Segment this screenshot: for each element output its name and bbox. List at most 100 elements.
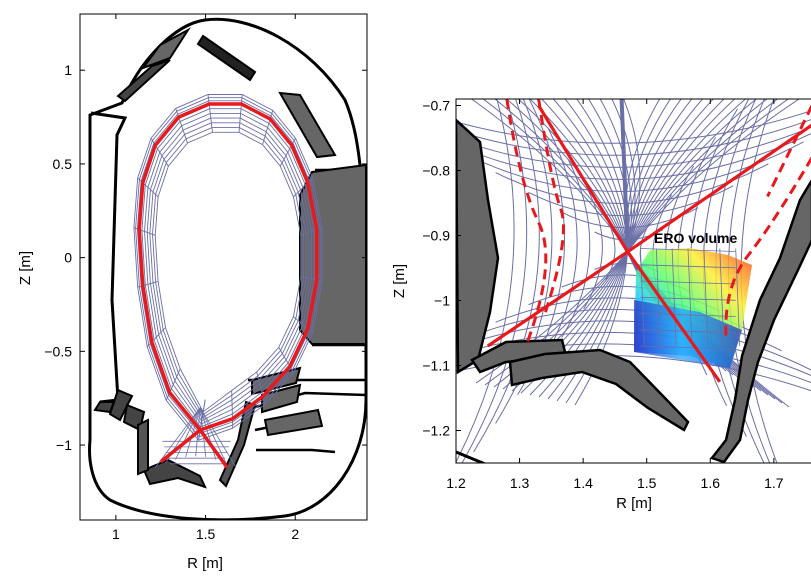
flux-surface	[152, 127, 304, 416]
mesh-spoke	[165, 368, 181, 401]
radial-line	[740, 99, 778, 463]
divertor-mesh-line	[175, 407, 201, 460]
flux-line	[627, 99, 682, 252]
ero-grid-line	[640, 313, 736, 317]
flux-line	[627, 99, 714, 252]
radial-line	[583, 189, 603, 310]
y-tick-label: −1	[434, 293, 450, 309]
right-axes-frame	[455, 98, 811, 464]
flux-line	[547, 251, 629, 400]
flux-surface	[141, 108, 315, 428]
right-ticks: 1.2 1.3 1.4 1.5 1.6 1.7 −1.2 −1.1 −1 −0.9 −0.8 −0.7	[422, 98, 783, 492]
ero-grid-line	[640, 280, 736, 285]
ero-grid-line	[735, 248, 741, 347]
ero-grid-line	[640, 296, 736, 301]
radial-line	[539, 128, 578, 367]
poloidal-line	[456, 354, 811, 392]
flux-line	[574, 251, 629, 406]
mesh-spoke	[256, 371, 266, 405]
ero-grid-line	[640, 345, 736, 350]
mesh-spoke	[137, 177, 159, 198]
flux-line	[627, 99, 736, 252]
flux-surface	[154, 131, 302, 413]
x-tick-label: 1.2	[446, 475, 466, 491]
flux-surface	[149, 122, 307, 419]
flux-line	[475, 251, 628, 384]
dashed-flux-line	[537, 99, 565, 314]
x-tick-label: 1.5	[196, 526, 216, 542]
mesh-spoke	[300, 276, 323, 282]
sol-surface	[135, 97, 321, 438]
divertor-mesh-line	[199, 407, 237, 468]
mesh-spoke	[231, 390, 234, 429]
dashed-flux-line	[724, 156, 811, 340]
y-tick-label: 1	[64, 62, 72, 78]
poloidal-line	[456, 133, 811, 180]
mesh-spoke	[175, 108, 188, 144]
ero-grid-line	[640, 329, 736, 334]
divertor-inner-target	[137, 418, 149, 476]
flux-line	[538, 251, 629, 398]
ero-grid-line	[640, 264, 736, 269]
flux-line	[484, 251, 628, 386]
y-tick-label: −1.1	[422, 358, 450, 374]
separatrix-leg	[486, 250, 629, 348]
left-xlabel: R [m]	[187, 555, 223, 572]
wall-zoom-lower	[456, 450, 487, 463]
divertor-left-2	[93, 401, 116, 414]
tile-upper-2	[196, 34, 257, 82]
poloidal-line	[456, 343, 811, 384]
tile-zoom-left	[456, 118, 500, 375]
left-panel: 1 1.5 2 −1 −0.5 0 0.5 1 R [m] Z [m]	[17, 13, 368, 572]
y-tick-label: 0	[64, 250, 72, 266]
inner-wall	[90, 111, 128, 404]
ero-volume-lower	[634, 300, 742, 368]
separatrix-inner-leg	[159, 428, 202, 464]
x-tick-label: 1	[112, 526, 120, 542]
flux-line	[627, 99, 779, 253]
mesh-spine	[619, 99, 630, 252]
y-tick-label: −0.5	[44, 343, 72, 359]
radial-line	[461, 99, 528, 463]
flux-mesh	[133, 94, 323, 468]
x-tick-label: 1.3	[510, 475, 530, 491]
tile-lower-3	[263, 408, 324, 437]
mesh-spoke	[262, 110, 274, 145]
right-panel: ERO volume 1.2 1.3 1.4 1.5 1.6 1.7 −1.2 −1.1 −1 −…	[391, 98, 811, 512]
ero-grid-line	[671, 248, 677, 347]
sol-surface	[133, 94, 323, 441]
flux-surface	[144, 112, 312, 425]
tile-upper-3	[116, 59, 171, 103]
y-tick-label: 0.5	[53, 156, 73, 172]
separatrix-outer-leg	[198, 428, 229, 469]
radial-line	[473, 99, 540, 453]
mesh-spoke	[238, 94, 243, 133]
ero-grid-line	[703, 248, 709, 347]
dashed-flux-lines	[505, 99, 811, 347]
x-tick-label: 1.6	[701, 475, 721, 491]
ero-volume-grid	[640, 248, 741, 350]
flux-line	[627, 99, 704, 252]
mesh-spoke	[146, 327, 166, 348]
mesh-spoke	[300, 227, 323, 236]
right-plot-area	[456, 99, 811, 463]
flux-line	[627, 99, 747, 252]
mesh-spoke	[137, 280, 159, 288]
mesh-spoke	[293, 177, 313, 198]
y-tick-label: −0.7	[422, 98, 450, 114]
y-tick-label: −0.8	[422, 163, 450, 179]
separatrix-zoom	[486, 104, 811, 383]
x-tick-label: 1.5	[637, 475, 657, 491]
ero-grid-line	[640, 248, 736, 252]
y-tick-label: −1	[56, 437, 72, 453]
mesh-spoke	[207, 94, 213, 133]
ero-grid-line	[687, 248, 693, 347]
mesh-spoke	[150, 137, 169, 167]
flux-line	[627, 99, 800, 253]
left-plot-area	[88, 17, 367, 520]
tile-upper-4	[278, 91, 337, 159]
ero-volume-label: ERO volume	[654, 230, 737, 246]
tile-zoom-right	[709, 179, 811, 463]
divertor-mesh-line	[199, 407, 227, 464]
separatrix-leg	[626, 250, 722, 383]
